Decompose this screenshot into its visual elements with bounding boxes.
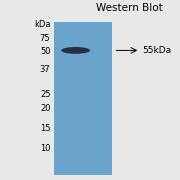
Bar bbox=[54, 22, 112, 175]
Text: 20: 20 bbox=[40, 104, 50, 113]
Text: 15: 15 bbox=[40, 124, 50, 133]
Text: 50: 50 bbox=[40, 47, 50, 56]
Text: 75: 75 bbox=[40, 34, 50, 43]
Ellipse shape bbox=[61, 47, 90, 54]
Text: 25: 25 bbox=[40, 90, 50, 99]
Text: 10: 10 bbox=[40, 144, 50, 153]
Text: Western Blot: Western Blot bbox=[96, 3, 163, 13]
Text: 37: 37 bbox=[40, 65, 50, 74]
Text: kDa: kDa bbox=[34, 20, 50, 29]
Text: 55kDa: 55kDa bbox=[142, 46, 171, 55]
